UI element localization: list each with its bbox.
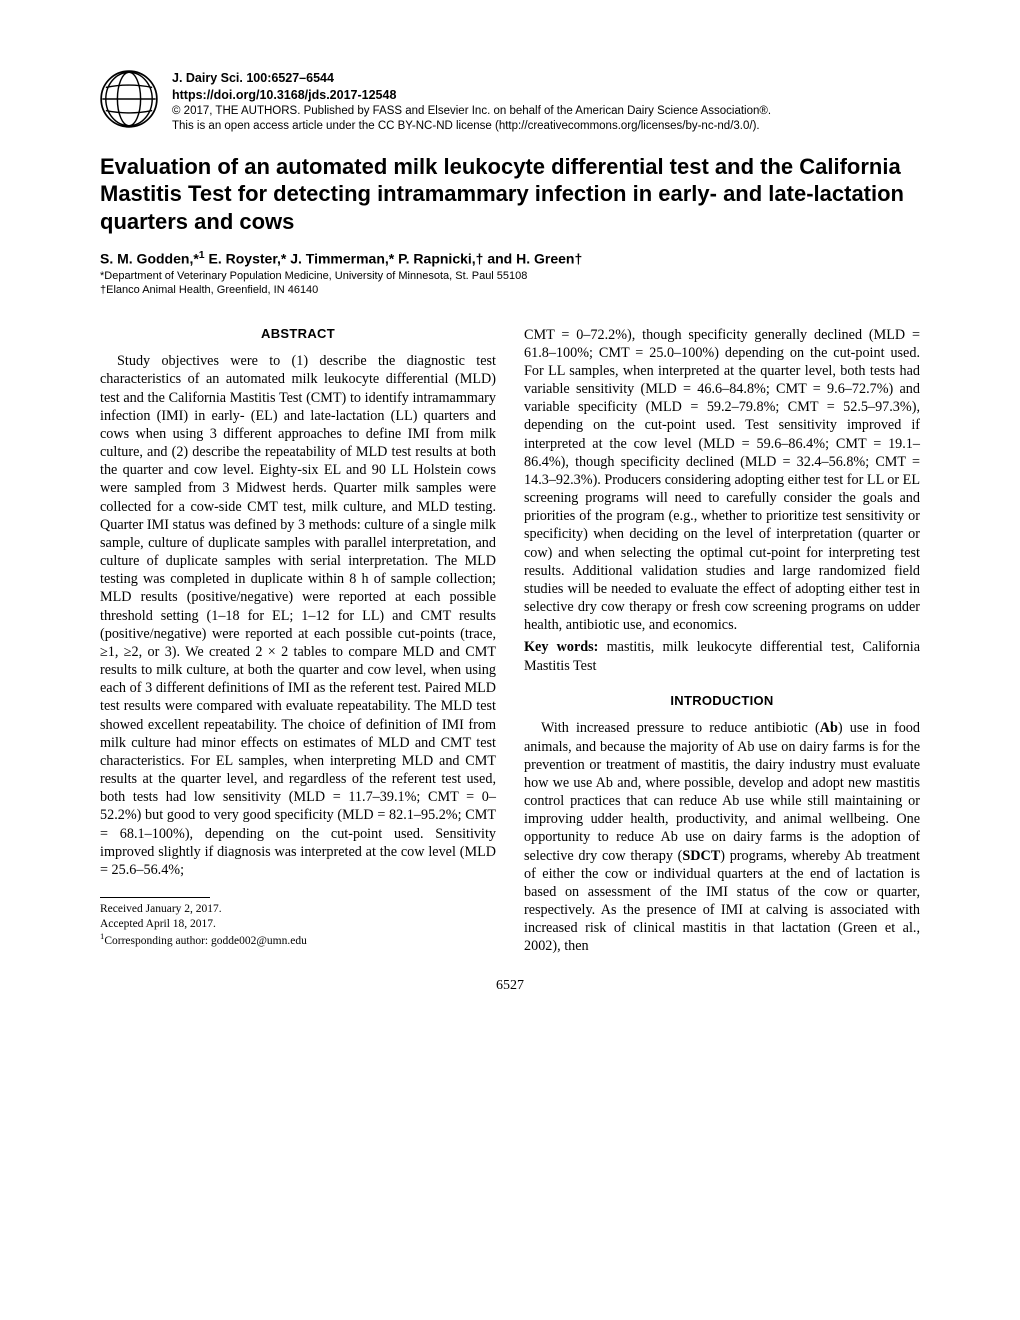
abstract-paragraph-2: CMT = 0–72.2%), though specificity gener… bbox=[524, 326, 920, 635]
abstract-paragraph-1: Study objectives were to (1) describe th… bbox=[100, 352, 496, 879]
article-title: Evaluation of an automated milk leukocyt… bbox=[100, 153, 920, 236]
affiliation-2: †Elanco Animal Health, Greenfield, IN 46… bbox=[100, 283, 920, 297]
corresponding-author: 1Corresponding author: godde002@umn.edu bbox=[100, 931, 496, 948]
keywords-line: Key words: mastitis, milk leukocyte diff… bbox=[524, 638, 920, 674]
affiliation-1: *Department of Veterinary Population Med… bbox=[100, 269, 920, 283]
introduction-paragraph: With increased pressure to reduce antibi… bbox=[524, 719, 920, 955]
doi-link[interactable]: https://doi.org/10.3168/jds.2017-12548 bbox=[172, 87, 771, 104]
accepted-date: Accepted April 18, 2017. bbox=[100, 917, 496, 931]
authors-line: S. M. Godden,*1 E. Royster,* J. Timmerma… bbox=[100, 249, 920, 267]
left-column: ABSTRACT Study objectives were to (1) de… bbox=[100, 326, 496, 956]
footnotes: Received January 2, 2017. Accepted April… bbox=[100, 902, 496, 948]
introduction-heading: INTRODUCTION bbox=[524, 693, 920, 710]
license-text: This is an open access article under the… bbox=[172, 119, 771, 135]
page: J. Dairy Sci. 100:6527–6544 https://doi.… bbox=[0, 0, 1020, 1320]
journal-citation: J. Dairy Sci. 100:6527–6544 bbox=[172, 70, 771, 87]
abstract-heading: ABSTRACT bbox=[100, 326, 496, 343]
journal-meta: J. Dairy Sci. 100:6527–6544 https://doi.… bbox=[172, 70, 771, 135]
right-column: CMT = 0–72.2%), though specificity gener… bbox=[524, 326, 920, 956]
footnote-rule bbox=[100, 897, 210, 898]
header-block: J. Dairy Sci. 100:6527–6544 https://doi.… bbox=[100, 70, 920, 135]
copyright-text: © 2017, THE AUTHORS. Published by FASS a… bbox=[172, 104, 771, 120]
keywords-label: Key words: bbox=[524, 639, 598, 655]
page-number: 6527 bbox=[100, 978, 920, 994]
journal-logo-icon bbox=[100, 70, 158, 128]
two-column-body: ABSTRACT Study objectives were to (1) de… bbox=[100, 326, 920, 956]
received-date: Received January 2, 2017. bbox=[100, 902, 496, 916]
